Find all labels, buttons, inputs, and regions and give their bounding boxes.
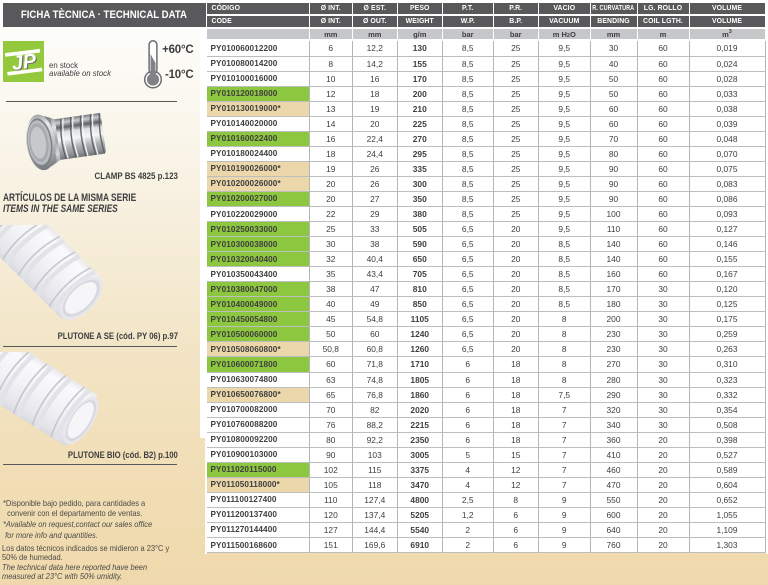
svg-text:JP: JP: [11, 50, 39, 75]
svg-text:JP: JP: [10, 50, 38, 75]
